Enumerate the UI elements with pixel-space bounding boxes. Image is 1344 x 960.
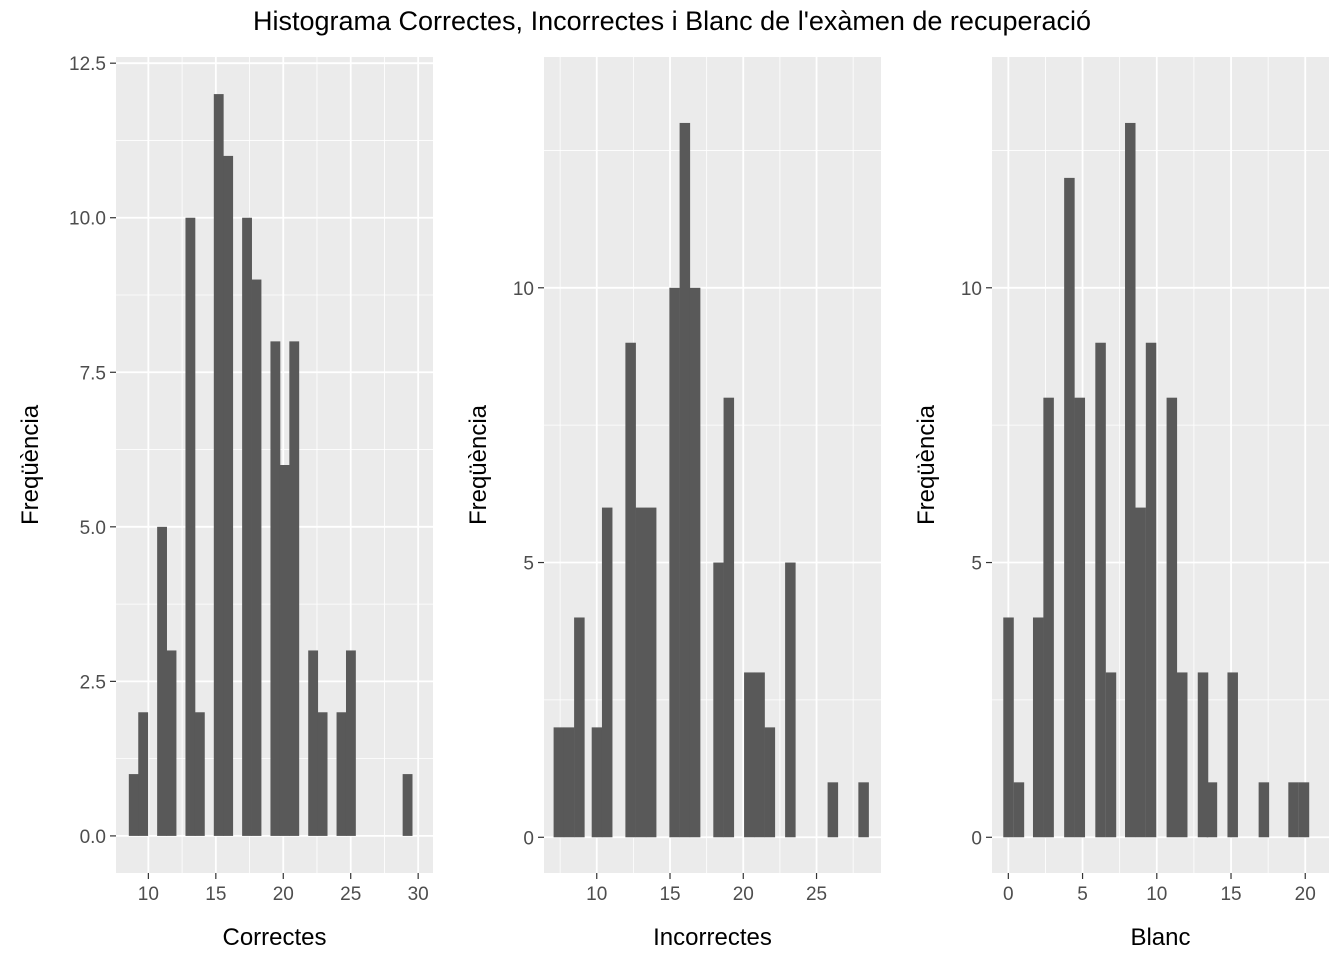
histogram-bar xyxy=(128,774,139,836)
x-tick-label: 15 xyxy=(205,884,226,905)
histogram-bar xyxy=(279,465,290,836)
histogram-bar xyxy=(713,562,724,838)
histogram-bar xyxy=(1125,122,1136,838)
histogram-bar xyxy=(213,94,224,836)
histogram-bar xyxy=(402,774,413,836)
y-axis-title: Freqüència xyxy=(465,404,492,525)
figure-title: Histograma Correctes, Incorrectes i Blan… xyxy=(252,6,1092,36)
histogram-bar xyxy=(645,507,657,838)
y-tick-label: 0.0 xyxy=(80,827,106,848)
histogram-bar xyxy=(1298,782,1310,838)
histogram-bar xyxy=(764,727,776,838)
histogram-bar xyxy=(1003,617,1014,838)
histogram-bar xyxy=(1206,782,1218,838)
y-tick-label: 5 xyxy=(971,554,982,575)
histogram-bar xyxy=(242,217,252,836)
histogram-bar xyxy=(185,217,196,836)
x-tick-label: 0 xyxy=(1003,884,1014,905)
x-tick-label: 10 xyxy=(1146,884,1167,905)
y-tick-label: 0 xyxy=(971,828,982,849)
histogram-bar xyxy=(1095,342,1106,838)
histogram-bar xyxy=(553,727,565,838)
x-tick-label: 30 xyxy=(408,884,429,905)
x-tick-label: 10 xyxy=(586,884,607,905)
histogram-bar xyxy=(1043,397,1054,838)
histogram-bar xyxy=(1135,507,1146,838)
histogram-bar xyxy=(157,526,167,836)
histogram-bar xyxy=(1258,782,1270,838)
histogram-bar xyxy=(785,562,796,838)
x-tick-label: 10 xyxy=(138,884,159,905)
y-tick-label: 0 xyxy=(523,828,534,849)
histogram-bar xyxy=(723,397,735,838)
histogram-bar xyxy=(574,617,585,838)
histogram-bar xyxy=(669,287,680,838)
histogram-bar xyxy=(563,727,575,838)
histogram-bar xyxy=(336,712,347,836)
histogram-bar xyxy=(689,287,701,838)
x-tick-label: 15 xyxy=(1220,884,1241,905)
x-axis-title: Blanc xyxy=(1130,924,1190,951)
histogram-bar xyxy=(744,672,755,838)
x-axis-title: Incorrectes xyxy=(653,924,772,951)
x-tick-label: 15 xyxy=(659,884,680,905)
x-tick-label: 5 xyxy=(1077,884,1088,905)
y-tick-label: 10 xyxy=(513,279,534,300)
histogram-bar xyxy=(194,712,205,836)
histogram-bar xyxy=(858,782,869,838)
y-tick-label: 5 xyxy=(523,554,534,575)
x-axis-title: Correctes xyxy=(222,924,326,951)
histogram-bar xyxy=(591,727,603,838)
y-tick-label: 10.0 xyxy=(69,209,106,230)
histogram-bar xyxy=(1064,177,1075,838)
histogram-bar xyxy=(635,507,647,838)
histogram-bar xyxy=(1227,672,1238,838)
histogram-bar xyxy=(270,341,281,836)
histogram-bar xyxy=(317,712,328,836)
histogram-bar xyxy=(308,650,319,836)
histogram-bar xyxy=(251,279,262,836)
histogram-bar xyxy=(754,672,765,838)
y-tick-label: 5.0 xyxy=(80,518,106,539)
x-tick-label: 20 xyxy=(1295,884,1316,905)
histogram-bar xyxy=(601,507,613,838)
y-tick-label: 12.5 xyxy=(69,54,106,75)
y-tick-label: 2.5 xyxy=(80,672,106,693)
histogram-bar xyxy=(138,712,149,836)
histogram-bar xyxy=(625,342,636,838)
histogram-bar xyxy=(679,122,691,838)
x-tick-label: 25 xyxy=(806,884,827,905)
histogram-bar xyxy=(827,782,839,838)
histogram-bar xyxy=(223,155,234,836)
y-tick-label: 7.5 xyxy=(80,363,106,384)
histogram-bar xyxy=(345,650,356,836)
histogram-bar xyxy=(1105,672,1117,838)
histogram-bar xyxy=(1288,782,1299,838)
histogram-bar xyxy=(166,650,177,836)
x-tick-label: 20 xyxy=(733,884,754,905)
histogram-bar xyxy=(1013,782,1025,838)
histogram-bar xyxy=(289,341,300,836)
histogram-bar xyxy=(1074,397,1086,838)
histogram-bar xyxy=(1197,672,1209,838)
histogram-bar xyxy=(1166,397,1178,838)
y-axis-title: Freqüència xyxy=(913,404,940,525)
x-tick-label: 20 xyxy=(273,884,294,905)
histogram-bar xyxy=(1176,672,1188,838)
histogram-bar xyxy=(1145,342,1157,838)
histogram-bar xyxy=(1032,617,1044,838)
y-axis-title: Freqüència xyxy=(17,404,44,525)
x-tick-label: 25 xyxy=(340,884,361,905)
y-tick-label: 10 xyxy=(961,279,982,300)
